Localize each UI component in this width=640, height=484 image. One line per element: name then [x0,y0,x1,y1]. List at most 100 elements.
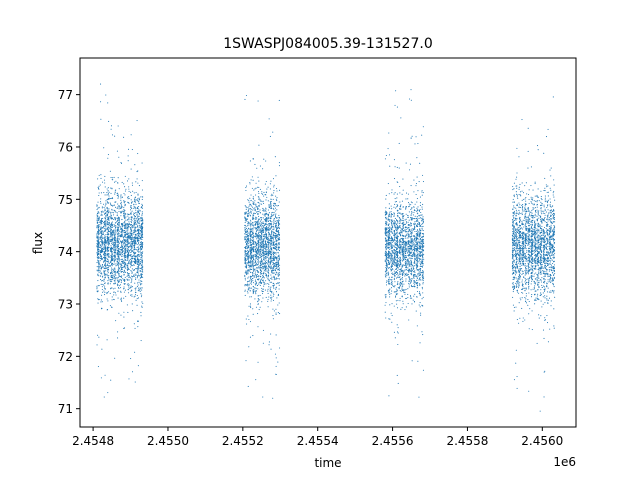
data-point [272,231,274,234]
data-point [137,257,139,259]
data-point [253,239,255,241]
data-point [268,286,270,288]
data-point [249,234,251,236]
data-point [121,246,123,248]
data-point [270,300,272,302]
data-point [256,167,258,169]
data-point [114,259,116,261]
data-point [275,273,277,275]
data-point [115,226,117,229]
data-point [108,226,110,228]
data-point [278,232,280,234]
data-point [102,276,104,278]
data-point [127,240,129,243]
data-point [137,221,139,223]
data-point [123,202,125,204]
data-point [113,277,115,279]
data-point [257,258,259,261]
data-point [103,243,105,246]
data-point [124,242,126,244]
data-point [276,221,278,223]
data-point [137,326,139,328]
data-point [260,244,262,246]
data-point [255,234,257,236]
data-point [391,303,393,305]
data-point [125,249,127,252]
data-point [267,224,269,226]
data-point [262,201,264,203]
data-point [105,236,107,238]
data-point [271,241,273,243]
data-point [269,281,271,283]
data-point [103,260,105,263]
data-point [273,256,275,258]
data-point [107,197,109,199]
data-point [98,241,100,243]
data-point [118,210,120,213]
data-point [262,241,264,244]
data-point [255,274,257,276]
data-point [252,209,254,211]
data-point [137,216,139,218]
data-point [97,232,99,234]
data-point [404,309,406,311]
data-point [136,266,138,268]
data-point [137,246,140,248]
data-point [270,266,272,268]
data-point [136,178,138,180]
data-point [277,263,279,265]
data-point [141,289,143,291]
data-point [244,217,247,219]
data-point [268,242,270,244]
data-point [114,190,116,192]
data-point [273,276,275,278]
data-point [103,270,105,272]
data-point [126,255,128,257]
data-point [260,226,262,228]
data-point [275,236,277,238]
data-point [131,250,134,252]
data-point [271,244,273,246]
data-point [106,223,108,226]
data-point [107,392,109,394]
data-point [273,269,275,271]
data-point [407,297,409,299]
data-point [272,234,275,236]
data-point [258,144,260,146]
data-point [116,252,118,254]
data-point [267,282,269,285]
data-point [98,236,100,238]
data-point [263,277,265,279]
data-point [107,270,109,272]
data-point [252,263,254,265]
data-point [97,201,99,203]
data-point [391,244,393,246]
data-point [390,293,392,295]
data-point [98,224,100,226]
data-point [117,125,119,127]
data-point [250,219,252,221]
data-point [267,219,269,221]
data-point [116,279,118,281]
data-point [123,287,125,290]
data-point [398,268,400,271]
data-point [124,283,126,285]
data-point [96,209,98,211]
data-point [247,269,249,271]
data-point [117,228,119,230]
data-point [141,258,143,260]
data-point [111,211,113,213]
data-point [133,275,135,277]
data-point [248,289,250,291]
data-point [125,238,127,241]
data-point [248,253,250,255]
data-point [253,201,255,203]
data-point [253,218,255,220]
data-point [249,204,251,206]
data-point [141,275,143,278]
data-point [141,212,143,214]
data-point [104,374,106,376]
data-point [277,312,279,314]
data-point [269,252,271,254]
